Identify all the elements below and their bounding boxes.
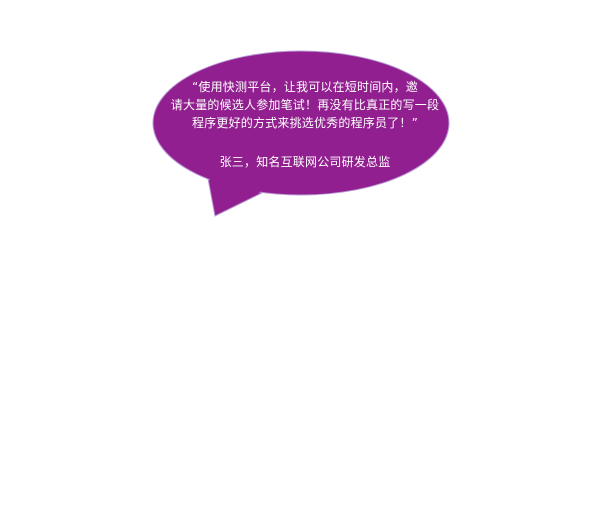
speech-bubble-tail-joint [208,170,268,212]
testimonial-content: “使用快测平台，让我可以在短时间内，邀 请大量的候选人参加笔试！再没有比真正的写… [160,78,450,170]
quote-line-3: 程序更好的方式来挑选优秀的程序员了！” [191,116,419,130]
speech-bubble-body [152,50,450,196]
quote-line-2: 请大量的候选人参加笔试！再没有比真正的写一段 [170,98,440,112]
quote-line-1: “使用快测平台，让我可以在短时间内，邀 [191,80,419,94]
testimonial-quote: “使用快测平台，让我可以在短时间内，邀 请大量的候选人参加笔试！再没有比真正的写… [160,78,450,132]
testimonial-author: 张三，知名互联网公司研发总监 [219,155,391,169]
